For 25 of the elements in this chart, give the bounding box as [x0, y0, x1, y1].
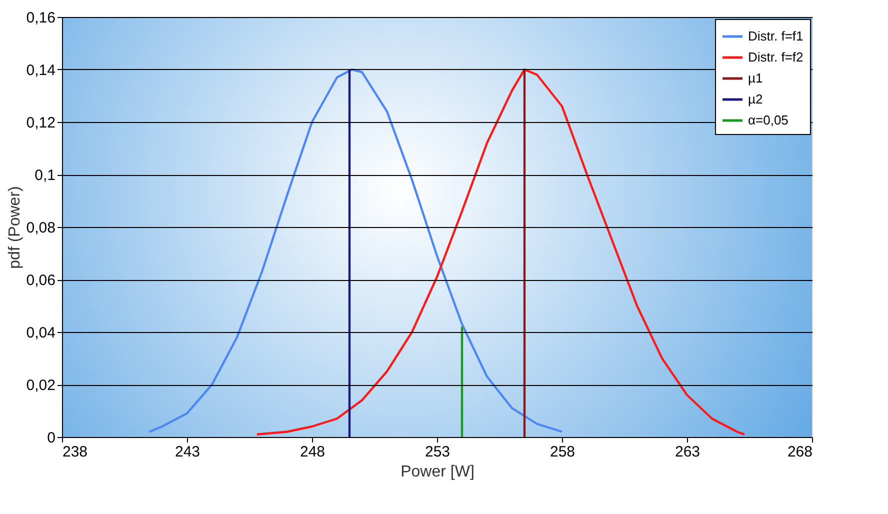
legend-label: µ2 [748, 92, 763, 106]
line-series [256, 68, 746, 436]
x-tick-label: 243 [174, 444, 200, 460]
y-tick-label: 0,06 [26, 272, 56, 289]
x-tick-label: 258 [550, 444, 576, 460]
x-tick-label: 253 [424, 444, 450, 460]
y-tick-label: 0,14 [26, 62, 56, 79]
legend-label: Distr. f=f2 [748, 50, 804, 64]
y-tick-label: 0,04 [26, 324, 56, 342]
y-axis-title: pdf (Power) [6, 186, 24, 269]
x-tick-label: 238 [62, 444, 88, 460]
y-tick-label: 0,16 [26, 10, 56, 26]
x-axis-title: Power [W] [400, 464, 474, 480]
y-tick-label: 0,02 [26, 377, 56, 394]
legend-label: µ1 [748, 70, 763, 86]
y-tick-label: 0 [47, 430, 56, 446]
line-series [148, 68, 564, 433]
x-tick-label: 248 [300, 444, 326, 460]
legend-label: Distr. f=f1 [748, 28, 804, 44]
y-tick-label: 0,12 [26, 114, 56, 132]
x-tick-label: 263 [674, 444, 700, 460]
x-tick-label: 268 [787, 444, 812, 460]
legend-label: α=0,05 [748, 112, 788, 128]
y-tick-label: 0,08 [26, 220, 56, 236]
y-tick-label: 0,1 [34, 167, 56, 184]
